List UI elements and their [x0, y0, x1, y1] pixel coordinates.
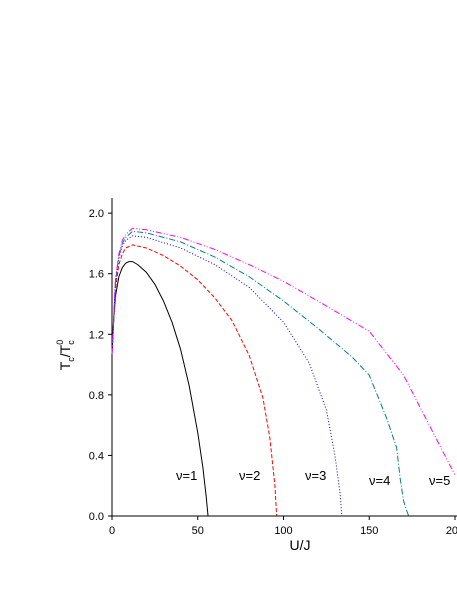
y-tick-label: 0.0 — [89, 511, 104, 523]
y-tick-label: 0.4 — [89, 450, 104, 462]
series-line — [111, 227, 456, 476]
y-label-part: 0 — [55, 340, 65, 345]
y-tick-label: 0.8 — [89, 390, 104, 402]
y-tick-label: 1.6 — [89, 269, 104, 281]
y-label-part: c — [66, 357, 76, 362]
series-line — [111, 244, 278, 517]
x-axis-label: U/J — [290, 537, 311, 553]
y-tick-label: 2.0 — [89, 208, 104, 220]
series-line — [111, 261, 209, 517]
series-label: ν=2 — [239, 468, 260, 483]
y-label-part: /T — [57, 344, 73, 357]
series-label: ν=3 — [305, 468, 326, 483]
x-tick-label: 0 — [109, 525, 115, 537]
x-tick-label: 200 — [446, 525, 457, 537]
y-label-part: T — [57, 361, 73, 370]
series-line — [111, 235, 343, 517]
y-label-part: c — [66, 340, 76, 345]
x-tick-label: 150 — [360, 525, 378, 537]
series-line — [111, 230, 410, 517]
series-label: ν=1 — [176, 468, 197, 483]
series-label: ν=4 — [369, 473, 390, 488]
x-tick-label: 50 — [192, 525, 204, 537]
series-label: ν=5 — [429, 473, 450, 488]
x-tick-label: 100 — [274, 525, 292, 537]
y-tick-label: 1.2 — [89, 329, 104, 341]
y-axis-label: Tc/T0c — [55, 340, 76, 371]
